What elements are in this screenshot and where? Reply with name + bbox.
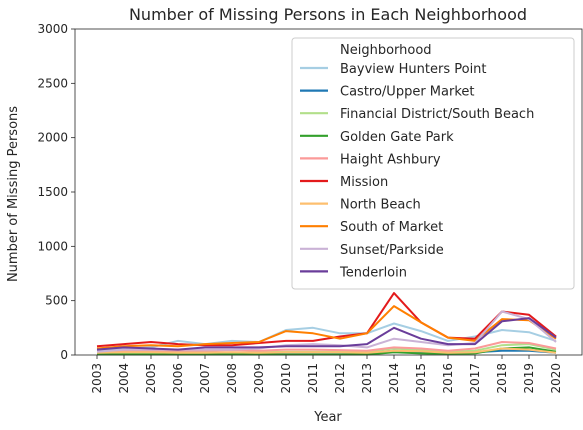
x-tick-label: 2012 (333, 363, 347, 394)
y-axis-label: Number of Missing Persons (6, 106, 21, 282)
x-axis-label: Year (313, 410, 342, 425)
legend-label: Bayview Hunters Point (340, 62, 487, 77)
x-tick-label: 2016 (441, 363, 455, 394)
legend-box (291, 37, 575, 290)
y-tick-label: 3000 (37, 22, 68, 36)
x-tick-label: 2015 (414, 363, 428, 394)
x-tick-label: 2005 (144, 363, 158, 394)
x-tick-label: 2010 (279, 363, 293, 394)
plot-frame (74, 28, 583, 356)
y-tick-label: 1500 (37, 185, 68, 199)
legend-label: Financial District/South Beach (340, 107, 534, 122)
legend-label: Castro/Upper Market (340, 85, 475, 100)
x-tick-label: 2020 (549, 363, 563, 394)
x-tick-label: 2014 (387, 363, 401, 394)
x-tick-label: 2011 (306, 363, 320, 394)
legend-label: Tenderloin (339, 265, 407, 280)
legend-title: Neighborhood (340, 43, 432, 58)
x-tick-label: 2003 (90, 363, 104, 394)
x-tick-label: 2007 (198, 363, 212, 394)
legend: Neighborhood Bayview Hunters Point Castro/… (291, 37, 575, 290)
x-tick-label: 2018 (495, 363, 509, 394)
x-tick-label: 2006 (171, 363, 185, 394)
series-line-5 (96, 341, 557, 353)
legend-label: Mission (340, 175, 388, 190)
legend-label: South of Market (340, 220, 443, 235)
x-tick-label: 2019 (522, 363, 536, 394)
series-line-7 (96, 347, 557, 354)
legend-label: North Beach (340, 198, 421, 213)
legend-label: Sunset/Parkside (340, 243, 444, 258)
y-tick-label: 2500 (37, 76, 68, 90)
y-tick-label: 2000 (37, 131, 68, 145)
series-line-6 (96, 292, 557, 348)
x-tick-label: 2013 (360, 363, 374, 394)
plot-area: 0 500 1000 1500 2000 2500 3000 2003 2004 2005 2006… (37, 22, 563, 394)
series-line-10 (96, 317, 557, 351)
chart-title: Number of Missing Persons in Each Neighb… (129, 5, 527, 24)
x-tick-label: 2004 (117, 363, 131, 394)
legend-label: Golden Gate Park (340, 130, 454, 145)
legend-label: Haight Ashbury (340, 152, 441, 167)
y-tick-label: 500 (45, 294, 68, 308)
y-tick-label: 0 (60, 348, 68, 362)
y-tick-label: 1000 (37, 239, 68, 253)
x-tick-label: 2009 (252, 363, 266, 394)
x-tick-label: 2017 (468, 363, 482, 394)
x-tick-label: 2008 (225, 363, 239, 394)
